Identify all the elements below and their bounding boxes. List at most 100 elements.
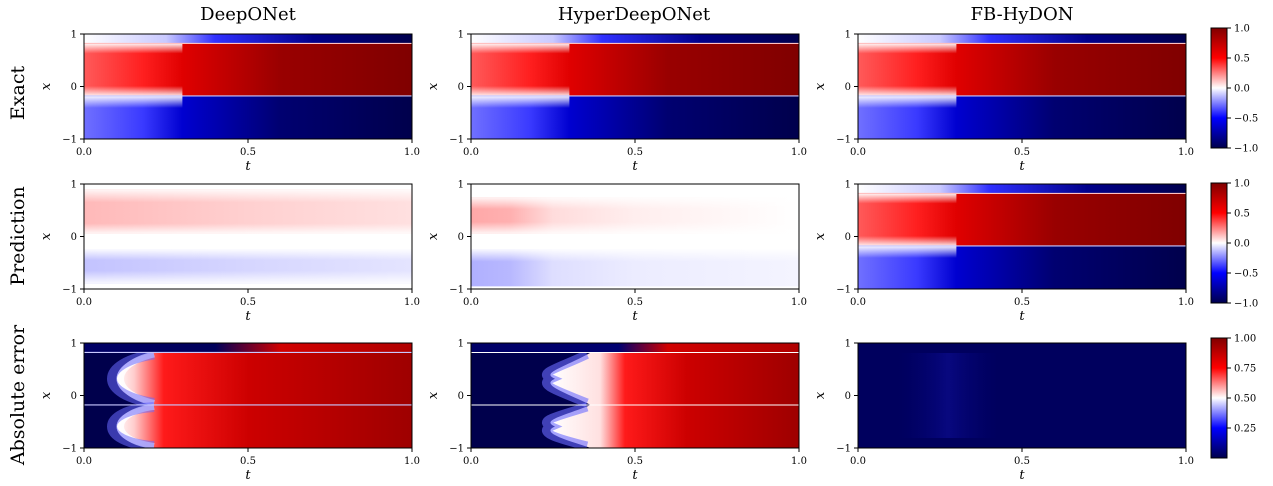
- panel-prediction-deeponet-ytick-label: 1: [71, 180, 77, 191]
- row-title-absolute-error: Absolute error: [7, 324, 29, 466]
- panel-prediction-fbhydon-fade2: [858, 245, 957, 258]
- colorbar-tick-label: 1.00: [1234, 334, 1256, 345]
- panel-exact-fbhydon-xtick-label: 0.5: [1014, 147, 1030, 158]
- panel-prediction-hyperdeeponet: 1 0 −10.0 0.5 1.0 t x: [426, 180, 807, 325]
- panel-prediction-deeponet-fade-top: [84, 189, 412, 203]
- colorbar-tick-label: 0.0: [1234, 84, 1250, 95]
- panel-error-hyperdeeponet-heatmap: [471, 343, 799, 448]
- panel-error-hyperdeeponet-ylabel: x: [426, 391, 441, 399]
- panel-exact-hyperdeeponet-xlabel: t: [632, 159, 638, 174]
- colorbar-tick-label: −0.5: [1234, 269, 1258, 280]
- panel-prediction-fbhydon: 1 0 −10.0 0.5 1.0 t x: [813, 180, 1194, 325]
- panel-error-fbhydon-ylabel: x: [813, 391, 828, 399]
- panel-exact-deeponet-ytick-label: 1: [71, 30, 77, 41]
- panel-prediction-hyperdeeponet-xtick-label: 0.5: [627, 297, 643, 308]
- panel-exact-hyperdeeponet-top-band: [471, 34, 799, 44]
- panel-error-hyperdeeponet-lower-lobe: [550, 404, 799, 448]
- panel-exact-hyperdeeponet-ytick-label: −1: [449, 135, 464, 146]
- panel-prediction-hyperdeeponet-ytick-label: 1: [458, 180, 464, 191]
- colorbar-tick-label: −1.0: [1234, 299, 1258, 310]
- panel-error-deeponet-xlabel: t: [245, 468, 251, 483]
- column-title-fbhydon: FB-HyDON: [971, 4, 1074, 25]
- panel-exact-hyperdeeponet-xtick-label: 1.0: [791, 147, 807, 158]
- panel-exact-fbhydon-xtick-label: 0.0: [850, 147, 866, 158]
- panel-prediction-deeponet-xtick-label: 0.5: [240, 297, 256, 308]
- panel-prediction-fbhydon-fade3: [858, 235, 957, 246]
- panel-prediction-deeponet-fade-mid2: [84, 249, 412, 261]
- panel-error-hyperdeeponet-lower-halo: [541, 402, 589, 448]
- panel-prediction-deeponet-heatmap: [84, 184, 412, 289]
- panel-prediction-fbhydon-xtick-label: 0.0: [850, 297, 866, 308]
- panel-prediction-hyperdeeponet-fade-mid2: [471, 249, 799, 262]
- colorbar-tick-label: 0.25: [1234, 424, 1256, 435]
- panel-error-deeponet-heatmap: [84, 343, 412, 448]
- panel-error-hyperdeeponet-xtick-label: 0.0: [463, 456, 479, 467]
- panel-exact-fbhydon-ytick-label: 0: [845, 82, 851, 93]
- panel-error-hyperdeeponet-upper-lobe: [550, 352, 799, 405]
- column-title-hyperdeeponet: HyperDeepONet: [558, 4, 711, 25]
- panel-error-deeponet-xtick-label: 0.5: [240, 456, 256, 467]
- panel-error-fbhydon-xtick-label: 0.0: [850, 456, 866, 467]
- panel-prediction-hyperdeeponet-xlabel: t: [632, 309, 638, 324]
- panel-exact-fbhydon-ylabel: x: [813, 82, 828, 90]
- panel-error-deeponet-ylabel: x: [39, 391, 54, 399]
- panel-exact-hyperdeeponet-ytick-label: 1: [458, 30, 464, 41]
- panel-error-hyperdeeponet-xtick-label: 0.5: [627, 456, 643, 467]
- panel-prediction-deeponet-xlabel: t: [245, 309, 251, 324]
- row-title-prediction: Prediction: [7, 186, 29, 285]
- panel-prediction-hyperdeeponet-ytick-label: 0: [458, 232, 464, 243]
- panel-prediction-fbhydon-xtick-label: 1.0: [1178, 297, 1194, 308]
- panel-error-hyperdeeponet-ytick-label: 0: [458, 391, 464, 402]
- panel-exact-deeponet-fade2: [84, 95, 183, 108]
- panel-exact-hyperdeeponet-heatmap: [471, 34, 799, 139]
- panel-error-fbhydon-heatmap: [858, 343, 1186, 448]
- panel-error-fbhydon-xtick-label: 0.5: [1014, 456, 1030, 467]
- panel-prediction-fbhydon-xtick-label: 0.5: [1014, 297, 1030, 308]
- colorbar-prediction: 1.0 0.5 0.0 −0.5 −1.0: [1210, 179, 1258, 310]
- colorbar-tick-label: 0.0: [1234, 239, 1250, 250]
- panel-error-hyperdeeponet-upper-halo: [541, 350, 589, 408]
- panel-exact-deeponet-ylabel: x: [39, 82, 54, 90]
- panel-exact-deeponet-xtick-label: 0.5: [240, 147, 256, 158]
- colorbar-tick-label: 1.0: [1234, 179, 1250, 190]
- panel-error-fbhydon: 1 0 −10.0 0.5 1.0 t x: [813, 339, 1194, 484]
- panel-error-fbhydon-glow: [898, 353, 998, 438]
- panel-exact-hyperdeeponet-ytick-label: 0: [458, 82, 464, 93]
- panel-prediction-deeponet-fade-bot: [84, 270, 412, 284]
- panel-prediction-fbhydon-ytick-label: −1: [836, 285, 851, 296]
- panel-exact-fbhydon-xlabel: t: [1019, 159, 1025, 174]
- panel-exact-fbhydon-top-band: [858, 34, 1186, 44]
- panel-error-deeponet-upper-lobe: [116, 352, 412, 405]
- panel-exact-deeponet-ytick-label: −1: [62, 135, 77, 146]
- panel-prediction-deeponet-ytick-label: 0: [71, 232, 77, 243]
- panel-error-deeponet-ytick-label: 0: [71, 391, 77, 402]
- panel-error-deeponet-lower-halo: [107, 401, 155, 448]
- panel-prediction-fbhydon-ytick-label: 0: [845, 232, 851, 243]
- panel-error-deeponet-xtick-label: 0.0: [76, 456, 92, 467]
- panel-prediction-deeponet-fade-mid: [84, 223, 412, 234]
- panel-error-deeponet-upper-halo: [107, 349, 155, 408]
- panel-exact-deeponet-top-band: [84, 34, 412, 44]
- panel-exact-fbhydon-ytick-label: 1: [845, 30, 851, 41]
- panel-exact-deeponet-xlabel: t: [245, 159, 251, 174]
- panel-prediction-hyperdeeponet-fade-mid: [471, 221, 799, 234]
- panel-exact-fbhydon-fade2: [858, 95, 957, 108]
- colorbar-tick-label: −1.0: [1234, 144, 1258, 155]
- colorbar-exact: 1.0 0.5 0.0 −0.5 −1.0: [1210, 24, 1258, 155]
- panel-prediction-deeponet-xtick-label: 1.0: [404, 297, 420, 308]
- panel-error-deeponet-ytick-label: 1: [71, 339, 77, 350]
- panel-error-fbhydon-ytick-label: 1: [845, 339, 851, 350]
- panel-prediction-hyperdeeponet-ylabel: x: [426, 232, 441, 240]
- panel-prediction-hyperdeeponet-xtick-label: 0.0: [463, 297, 479, 308]
- panel-error-deeponet-lower-lobe: [116, 404, 412, 448]
- panel-exact-deeponet-xtick-label: 1.0: [404, 147, 420, 158]
- colorbar-tick-label: −0.5: [1234, 114, 1258, 125]
- panel-exact-fbhydon-xtick-label: 1.0: [1178, 147, 1194, 158]
- panel-error-deeponet: 1 0 −10.0 0.5 1.0 t x: [39, 339, 420, 484]
- panel-exact-hyperdeeponet-xtick-label: 0.5: [627, 147, 643, 158]
- panel-error-fbhydon-ytick-label: 0: [845, 391, 851, 402]
- panel-error-hyperdeeponet-xlabel: t: [632, 468, 638, 483]
- panel-prediction-hyperdeeponet-xtick-label: 1.0: [791, 297, 807, 308]
- colorbar-tick-label: 0.5: [1234, 209, 1250, 220]
